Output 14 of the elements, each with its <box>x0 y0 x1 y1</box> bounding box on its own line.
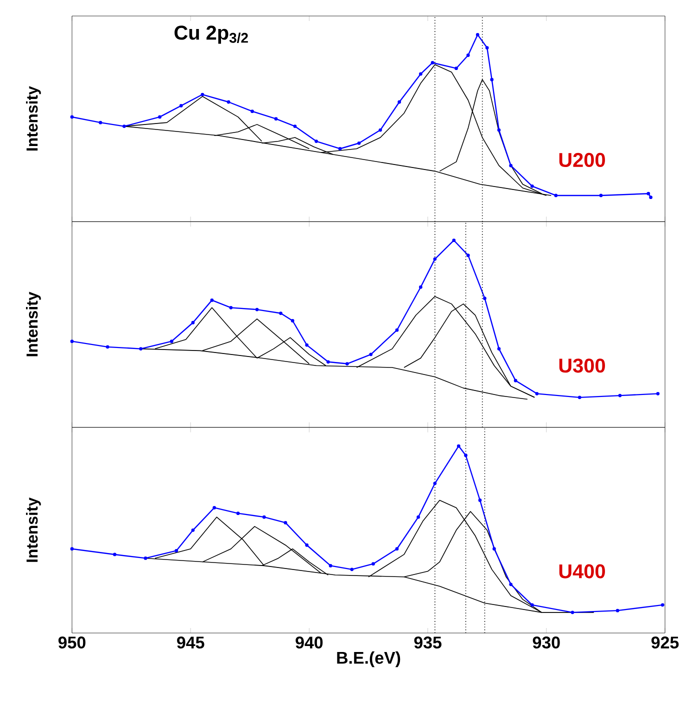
x-tick-label: 930 <box>532 636 560 649</box>
annotation: U200 <box>559 152 605 168</box>
y-axis-title: Intensity <box>26 292 41 356</box>
x-tick-label: 950 <box>58 636 86 649</box>
x-tick-label: 925 <box>651 636 679 649</box>
x-axis-title: B.E.(eV) <box>337 651 400 668</box>
y-axis-title: Intensity <box>26 497 41 562</box>
y-axis-title: Intensity <box>26 86 41 151</box>
x-tick-label: 945 <box>177 636 204 649</box>
x-tick-label: 940 <box>296 636 323 649</box>
chart-title: Cu 2p$_{3/2}$ <box>174 26 248 44</box>
annotation: U300 <box>559 358 605 373</box>
annotation: U400 <box>559 564 605 578</box>
x-tick-label: 935 <box>414 636 442 649</box>
